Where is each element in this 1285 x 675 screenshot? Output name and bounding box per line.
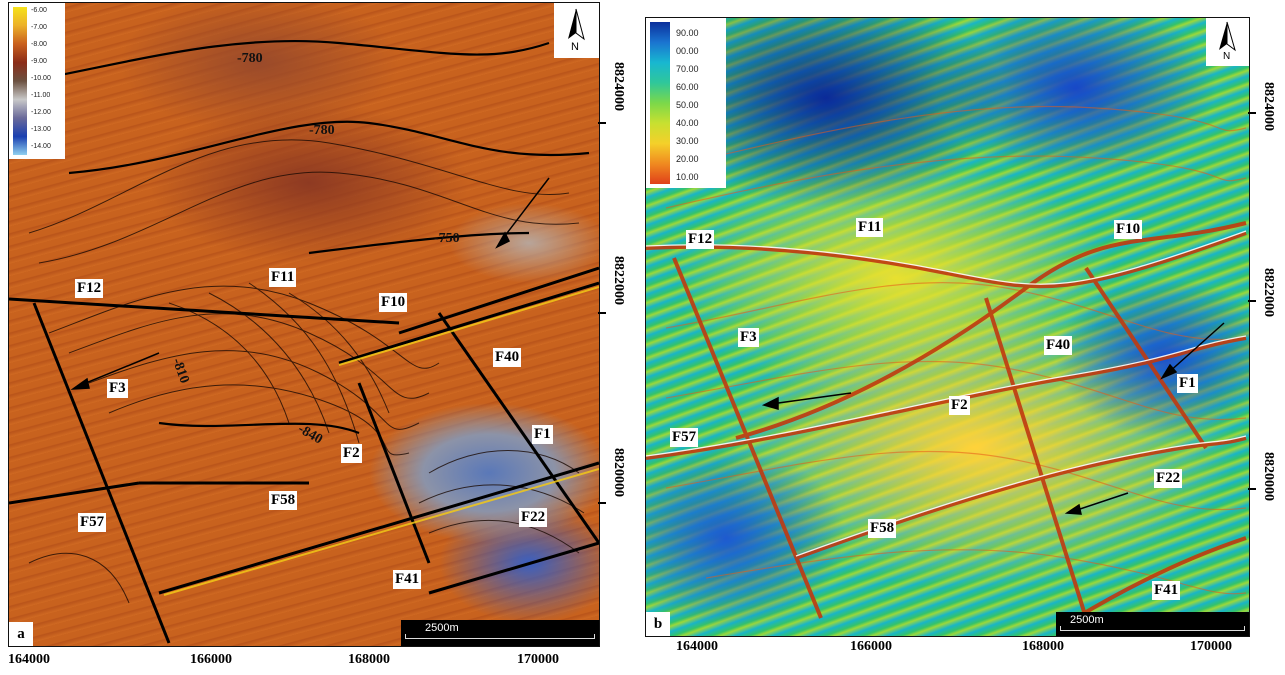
panel-letter-a: a [9, 622, 33, 646]
fault-label: F22 [519, 508, 548, 527]
y-tick-label: 8820000 [1261, 452, 1276, 501]
fault-label: F10 [1114, 220, 1143, 239]
tick-mark [1248, 112, 1256, 114]
map-panel-b: 90.00 00.00 70.00 60.00 50.00 40.00 30.0… [645, 17, 1250, 637]
north-arrow: N [554, 3, 599, 58]
fault-label: F1 [1177, 374, 1198, 393]
fault-label: F57 [78, 513, 107, 532]
legend-tick: 20.00 [676, 154, 699, 164]
x-tick-label: 166000 [190, 652, 232, 667]
x-tick-label: 170000 [1190, 639, 1232, 654]
fault-label: F2 [949, 396, 970, 415]
tick-mark [598, 122, 606, 124]
fault-label: F40 [1044, 336, 1073, 355]
scale-label: 2500m [425, 622, 459, 634]
legend-tick: 50.00 [676, 100, 699, 110]
scale-rule [1060, 626, 1245, 631]
legend-tick: -9.00 [31, 58, 47, 65]
legend-tick: -12.00 [31, 109, 51, 116]
fault-label: F11 [856, 218, 884, 237]
scale-bar: 2500m [401, 620, 599, 646]
north-arrow: N [1206, 18, 1249, 66]
tick-mark [1248, 300, 1256, 302]
legend-tick: -11.00 [31, 92, 51, 99]
panel-b-legend: 90.00 00.00 70.00 60.00 50.00 40.00 30.0… [646, 18, 726, 188]
contour-label: -780 [237, 51, 263, 66]
x-tick-label: 168000 [1022, 639, 1064, 654]
x-tick-label: 166000 [850, 639, 892, 654]
tick-mark [598, 312, 606, 314]
legend-tick: 60.00 [676, 82, 699, 92]
y-tick-label: 8822000 [1261, 268, 1276, 317]
legend-tick: -14.00 [31, 143, 51, 150]
north-arrow-icon [568, 8, 585, 41]
legend-tick: -6.00 [31, 7, 47, 14]
legend-tick: -10.00 [31, 75, 51, 82]
legend-tick: 10.00 [676, 172, 699, 182]
fault-label: F58 [269, 491, 298, 510]
fault-label: F10 [379, 293, 408, 312]
fault-label: F3 [738, 328, 759, 347]
tick-mark [598, 502, 606, 504]
x-tick-label: 170000 [517, 652, 559, 667]
fault-label: F22 [1154, 469, 1183, 488]
contour-label: -750 [434, 231, 460, 246]
y-tick-label: 8822000 [611, 256, 626, 305]
panel-letter-b: b [646, 612, 670, 636]
fault-label: F12 [75, 279, 104, 298]
fault-label: F1 [532, 425, 553, 444]
contour-label: -780 [309, 123, 335, 138]
fault-label: F41 [1152, 581, 1181, 600]
legend-color-bar [650, 22, 670, 184]
legend-color-bar [13, 7, 27, 155]
legend-tick: 00.00 [676, 46, 699, 56]
north-label: N [1223, 51, 1231, 62]
fault-label: F41 [393, 570, 422, 589]
scale-label: 2500m [1070, 614, 1104, 626]
y-tick-label: 8820000 [611, 448, 626, 497]
legend-tick: 70.00 [676, 64, 699, 74]
legend-tick: 30.00 [676, 136, 699, 146]
legend-tick: 40.00 [676, 118, 699, 128]
fault-label: F2 [341, 444, 362, 463]
map-panel-a: -6.00 -7.00 -8.00 -9.00 -10.00 -11.00 -1… [8, 2, 600, 647]
x-tick-label: 168000 [348, 652, 390, 667]
tick-mark [1248, 488, 1256, 490]
fault-label: F3 [107, 379, 128, 398]
legend-tick: -13.00 [31, 126, 51, 133]
x-tick-label: 164000 [8, 652, 50, 667]
fault-label: F57 [670, 428, 699, 447]
legend-tick: -8.00 [31, 41, 47, 48]
x-tick-label: 164000 [676, 639, 718, 654]
north-arrow-icon [1219, 21, 1236, 52]
scale-rule [405, 634, 595, 639]
fault-label: F12 [686, 230, 715, 249]
legend-tick: 90.00 [676, 28, 699, 38]
legend-tick: -7.00 [31, 24, 47, 31]
fault-label: F58 [868, 519, 897, 538]
north-label: N [571, 41, 579, 53]
fault-label: F11 [269, 268, 297, 287]
panel-a-legend: -6.00 -7.00 -8.00 -9.00 -10.00 -11.00 -1… [9, 3, 65, 159]
y-tick-label: 8824000 [1261, 82, 1276, 131]
fault-label: F40 [493, 348, 522, 367]
y-tick-label: 8824000 [611, 62, 626, 111]
panel-a-contours [9, 39, 599, 644]
scale-bar: 2500m [1056, 612, 1249, 636]
panel-b-attributes [646, 105, 1247, 620]
